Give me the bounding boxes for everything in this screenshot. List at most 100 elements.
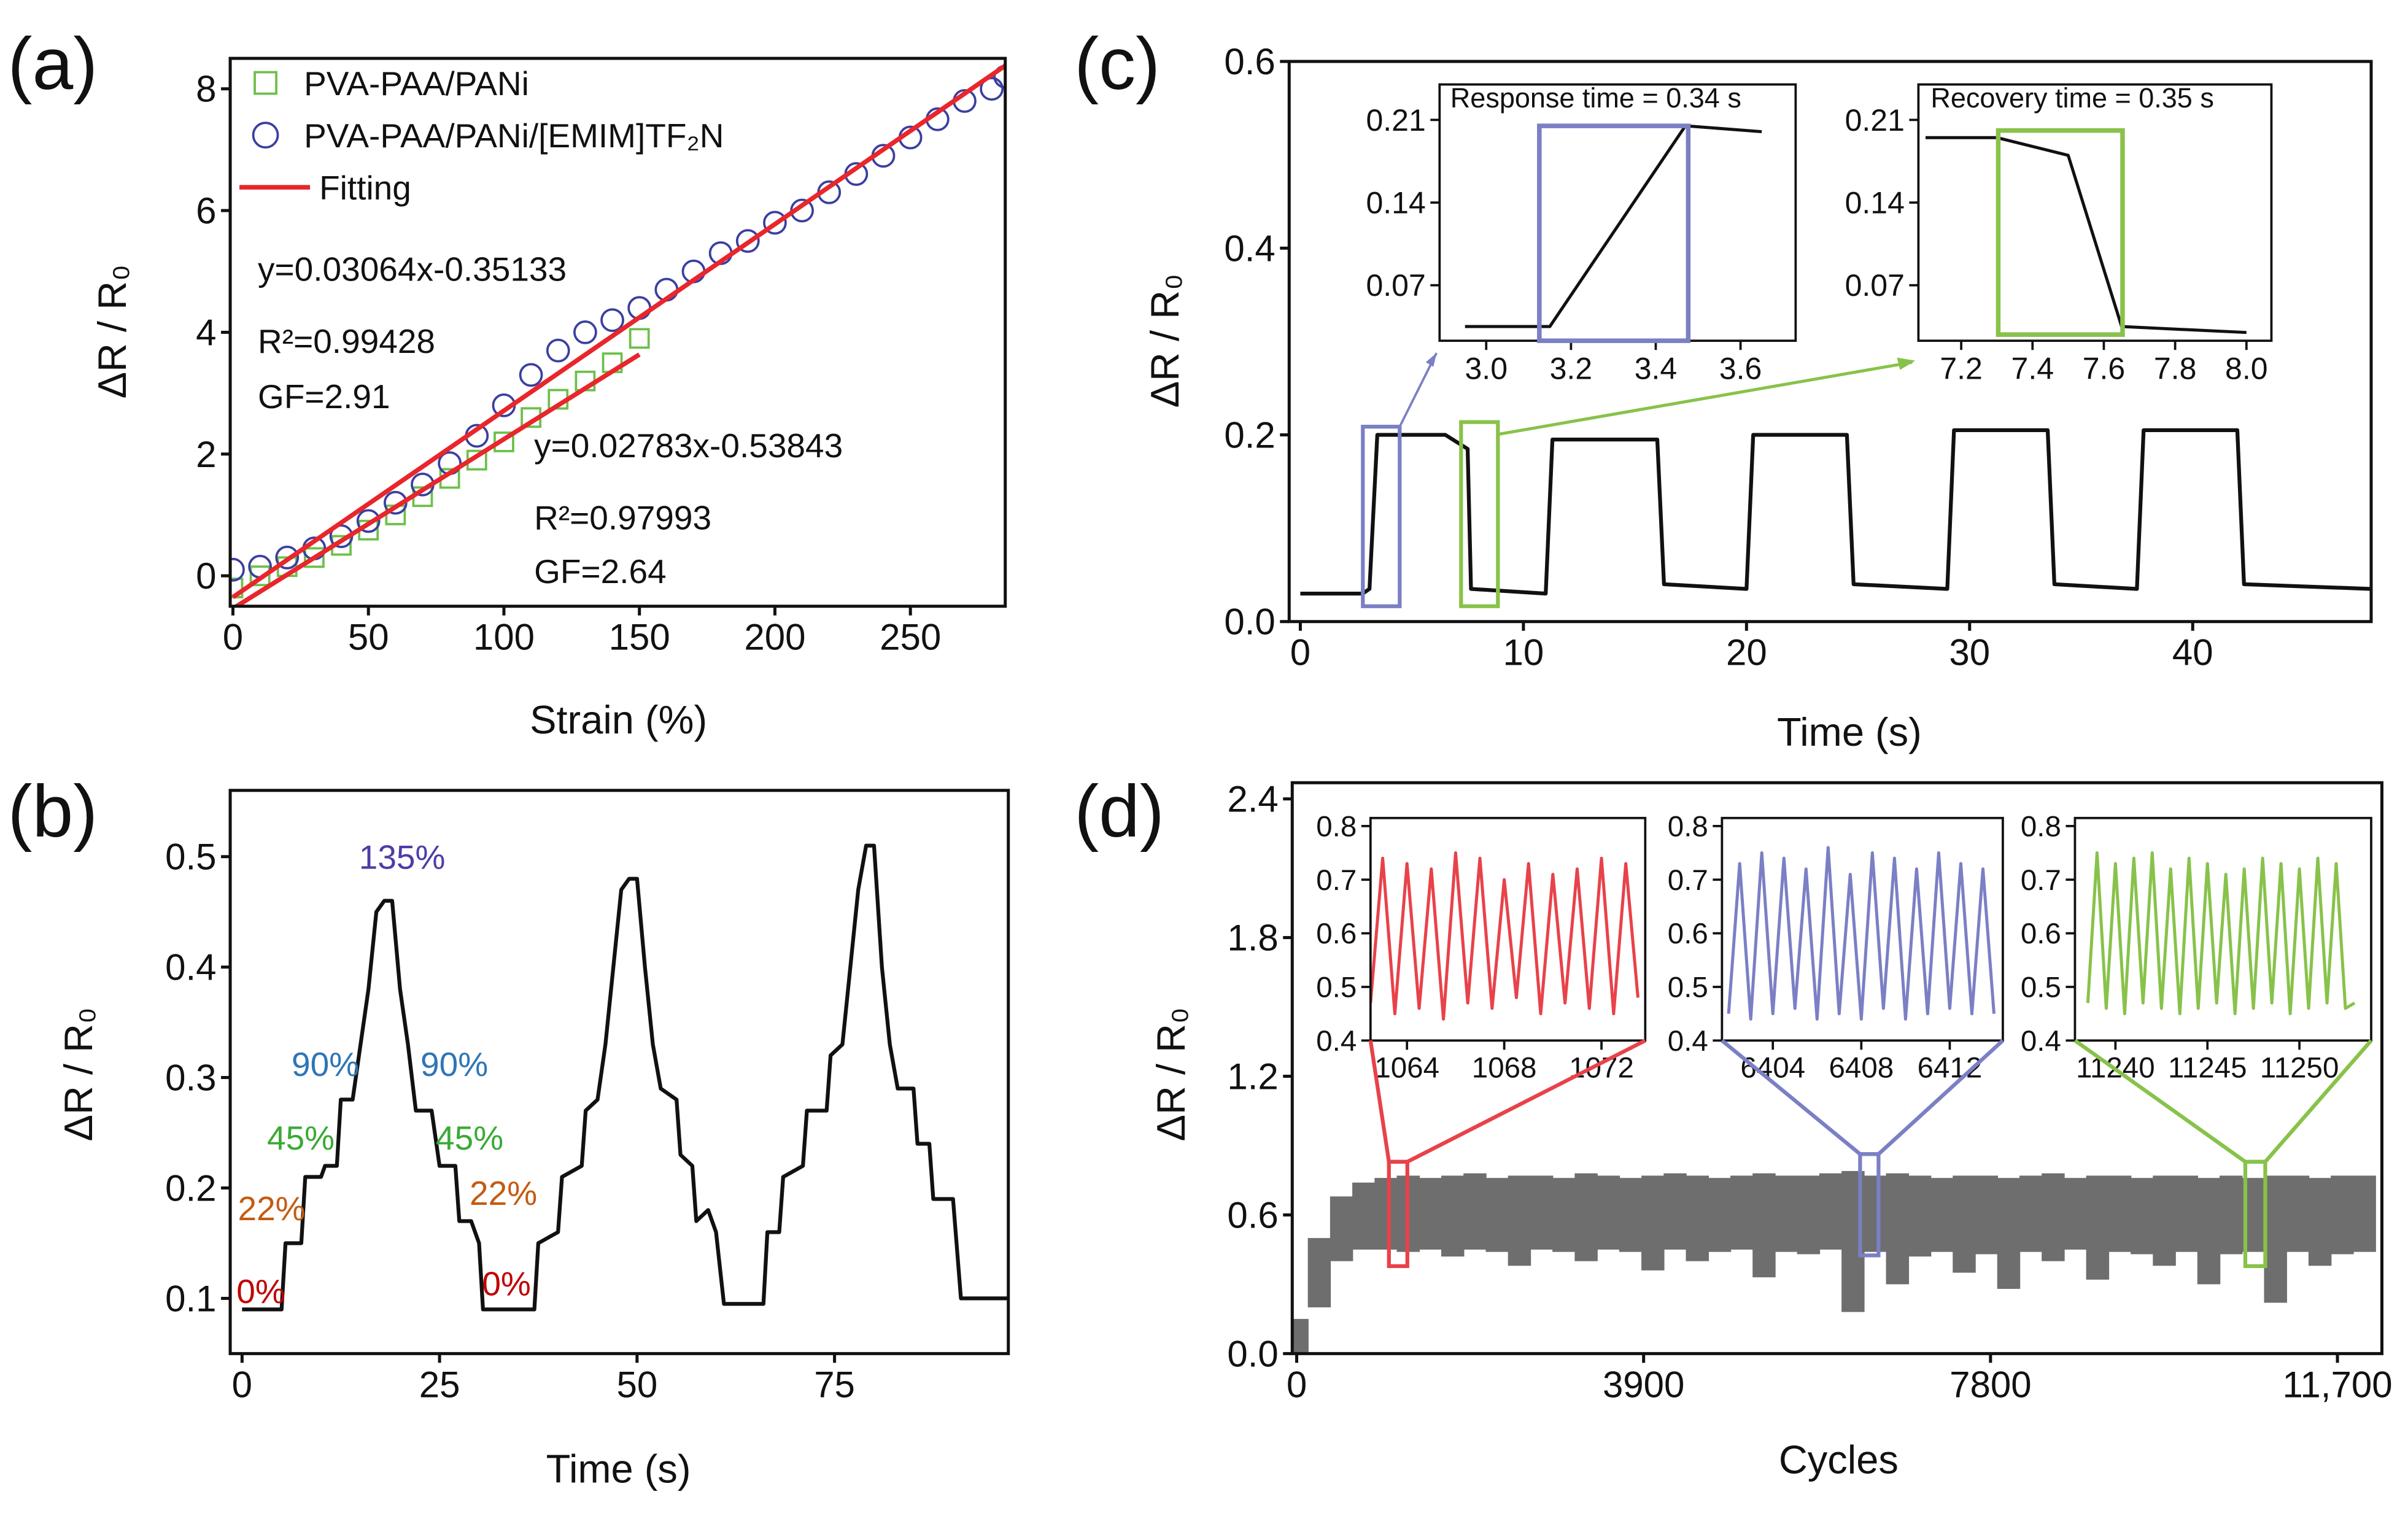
y-tick-label: 0.4 [1224, 228, 1275, 269]
x-tick-label: 0 [1287, 1364, 1307, 1405]
data-line [1727, 846, 1996, 1021]
annotation: y=0.03064x-0.35133 [258, 250, 567, 288]
cycle-band [1797, 1175, 1821, 1255]
x-tick-label: 100 [473, 617, 535, 658]
x-tick-label: 3.2 [1550, 352, 1593, 386]
y-tick-label: 0.2 [1224, 415, 1275, 456]
zoom-arrow [1497, 360, 1913, 436]
x-tick-label: 3.4 [1635, 352, 1678, 386]
y-tick-label: 0.7 [1316, 864, 1357, 897]
inset-background [1439, 84, 1796, 341]
legend-label: PVA-PAA/PANi/[EMIM]TF₂N [304, 117, 724, 155]
y-tick-label: 0.0 [1227, 1333, 1278, 1374]
cycle-band [1441, 1175, 1465, 1257]
data-line [242, 843, 1008, 1312]
x-tick-label: 40 [2172, 632, 2213, 673]
x-tick-label: 1072 [1569, 1052, 1634, 1085]
annotation: GF=2.91 [258, 377, 390, 416]
x-tick-label: 3.6 [1719, 352, 1762, 386]
y-tick-label: 6 [196, 190, 216, 231]
x-tick-label: 7.6 [2083, 352, 2126, 386]
plot-area [1727, 846, 1996, 1021]
annotation: y=0.02783x-0.53843 [534, 427, 843, 465]
plot-area [242, 843, 1008, 1312]
legend-label: PVA-PAA/PANi [304, 64, 529, 103]
x-tick-label: 8.0 [2225, 352, 2268, 386]
x-tick-label: 150 [609, 617, 670, 658]
cycle-band [1352, 1182, 1376, 1250]
cycle-band [1752, 1173, 1776, 1278]
plot-area [1926, 136, 2247, 335]
y-tick-label: 0.4 [165, 947, 216, 988]
x-tick-label: 11245 [2168, 1052, 2247, 1085]
y-tick-label: 0.6 [1316, 918, 1357, 950]
marker [735, 229, 760, 253]
x-tick-label: 0 [232, 1364, 252, 1405]
cycle-band [1953, 1175, 1976, 1273]
x-tick-label: 7800 [1949, 1364, 2031, 1405]
annotation: 22% [470, 1174, 537, 1212]
y-axis-label: ΔR / R₀ [1142, 274, 1187, 408]
y-tick-label: 0.6 [1224, 41, 1275, 82]
axis-frame [228, 56, 1007, 608]
y-tick-label: 4 [196, 312, 216, 353]
annotation: 0% [482, 1264, 531, 1302]
y-tick-label: 0.07 [1845, 268, 1905, 303]
y-tick-label: 0.6 [1668, 918, 1708, 950]
cycle-band [1574, 1173, 1598, 1261]
y-tick-label: 1.8 [1227, 918, 1278, 959]
cycle-band [1930, 1178, 1954, 1252]
marker [546, 338, 570, 363]
y-tick-label: 0.3 [165, 1058, 216, 1099]
cycle-band [2131, 1178, 2154, 1255]
plot-area [1292, 1170, 2376, 1354]
cycle-band [2064, 1178, 2087, 1250]
y-tick-label: 0.4 [2021, 1025, 2061, 1058]
axis-frame [1917, 83, 2273, 342]
y-tick-label: 0.4 [1316, 1025, 1357, 1058]
annotation: 22% [238, 1189, 306, 1228]
cycle-band [1864, 1175, 1887, 1252]
x-tick-label: 0 [1290, 632, 1310, 673]
cycle-band [2353, 1175, 2376, 1252]
x-tick-label: 7.8 [2154, 352, 2197, 386]
annotation: Recovery time = 0.35 s [1930, 82, 2213, 114]
x-tick-label: 6404 [1740, 1052, 1805, 1085]
y-tick-label: 0.8 [2021, 810, 2061, 843]
axis-frame [2073, 816, 2372, 1042]
y-tick-label: 0.2 [165, 1167, 216, 1209]
cycle-band [2308, 1178, 2332, 1266]
x-tick-label: 75 [814, 1364, 855, 1405]
cycle-band [1292, 1318, 1309, 1354]
cycle-band [1908, 1175, 1932, 1257]
x-tick-label: 200 [744, 617, 805, 658]
y-axis-label: ΔR / R₀ [1148, 1007, 1193, 1141]
y-tick-label: 0.21 [1366, 103, 1425, 137]
x-tick-label: 1064 [1374, 1052, 1439, 1085]
axis-frame [228, 789, 1010, 1355]
data-line [1300, 428, 2371, 596]
cycle-band [2153, 1175, 2176, 1266]
data-line [231, 63, 1005, 600]
plot-area [230, 63, 1005, 606]
y-tick-label: 0.07 [1366, 268, 1425, 303]
inset-background [1918, 84, 2272, 341]
y-tick-label: 0.6 [2021, 918, 2061, 950]
annotation: 45% [267, 1119, 335, 1157]
cycle-band [1686, 1175, 1709, 1261]
plot-area [1300, 428, 2371, 596]
cycle-band [2220, 1175, 2243, 1255]
marker [494, 431, 514, 452]
cycle-band [2042, 1173, 2065, 1261]
chart: 0 3900 7800 11,700 0.0 0.6 1.2 1.8 2.4 (d) Cycles Δ… [1074, 770, 2392, 1482]
annotation: R²=0.97993 [534, 499, 711, 537]
cycle-band [1330, 1196, 1353, 1261]
x-tick-label: 50 [616, 1364, 657, 1405]
y-tick-label: 0.0 [1224, 601, 1275, 643]
cycle-band [1975, 1175, 1998, 1255]
arrow-head [1425, 353, 1437, 367]
data-line [232, 352, 641, 606]
marker [993, 64, 1005, 89]
